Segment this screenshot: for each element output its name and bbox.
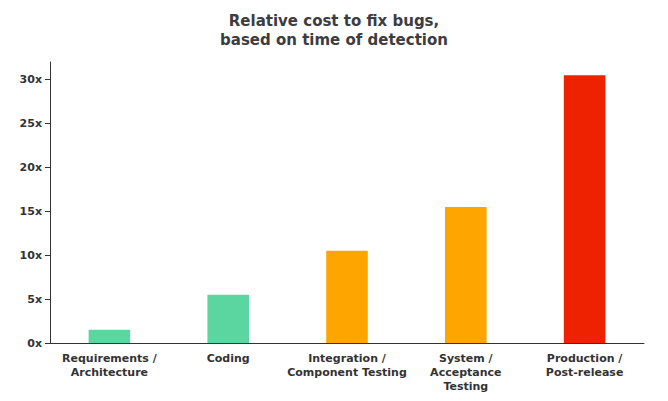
svg-text:25x: 25x bbox=[20, 117, 42, 130]
svg-text:Testing: Testing bbox=[443, 380, 488, 393]
svg-text:Relative cost to fix bugs,: Relative cost to fix bugs, bbox=[229, 12, 439, 30]
svg-text:System /: System / bbox=[439, 352, 494, 365]
svg-text:5x: 5x bbox=[27, 293, 42, 306]
svg-text:based on time of detection: based on time of detection bbox=[220, 31, 448, 49]
svg-text:Coding: Coding bbox=[207, 352, 250, 365]
svg-text:Acceptance: Acceptance bbox=[430, 366, 501, 379]
svg-text:Component Testing: Component Testing bbox=[287, 366, 407, 379]
svg-text:Requirements /: Requirements / bbox=[62, 352, 158, 365]
svg-text:15x: 15x bbox=[20, 205, 42, 218]
svg-text:Post-release: Post-release bbox=[546, 366, 624, 379]
svg-text:0x: 0x bbox=[27, 337, 42, 350]
svg-text:Production /: Production / bbox=[547, 352, 624, 365]
svg-text:Integration /: Integration / bbox=[308, 352, 387, 365]
svg-text:10x: 10x bbox=[20, 249, 42, 262]
svg-text:Architecture: Architecture bbox=[71, 366, 148, 379]
svg-text:30x: 30x bbox=[20, 73, 42, 86]
svg-text:20x: 20x bbox=[20, 161, 42, 174]
